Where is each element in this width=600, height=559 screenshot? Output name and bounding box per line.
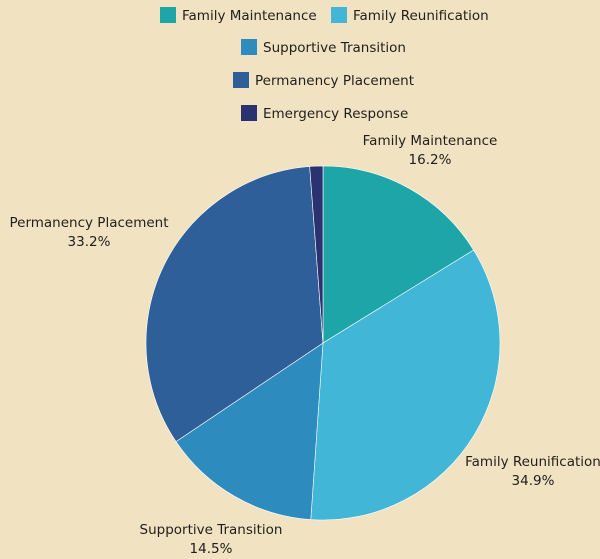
legend-item-supportive-transition: Supportive Transition [241, 39, 406, 56]
legend-swatch [241, 39, 257, 55]
legend-label: Family Maintenance [182, 8, 317, 24]
legend-item-family-reunification: Family Reunification [331, 7, 489, 24]
legend-swatch [233, 72, 249, 88]
slice-label-family-reunification: Family Reunification 34.9% [465, 454, 600, 489]
slice-label-name: Supportive Transition [140, 522, 283, 538]
slice-label-permanency-placement: Permanency Placement 33.2% [9, 215, 168, 250]
legend-swatch [160, 7, 176, 23]
slice-label-name: Family Reunification [465, 454, 600, 470]
legend-item-family-maintenance: Family Maintenance [160, 7, 317, 24]
slice-family-reunification [310, 249, 501, 521]
slice-labels: Family Maintenance 16.2% Family Reunificat… [9, 133, 600, 557]
legend-item-permanency-placement: Permanency Placement [233, 72, 414, 89]
slice-emergency-response [309, 165, 324, 344]
slice-label-value: 14.5% [190, 541, 233, 557]
slice-label-value: 34.9% [512, 473, 555, 489]
slice-permanency-placement [145, 166, 324, 442]
legend-label: Emergency Response [263, 106, 408, 122]
slice-label-name: Permanency Placement [9, 215, 168, 231]
slice-label-family-maintenance: Family Maintenance 16.2% [363, 133, 498, 168]
legend-label: Supportive Transition [263, 40, 406, 56]
legend: Family Maintenance Family Reunification Su… [160, 7, 489, 122]
legend-swatch [331, 7, 347, 23]
slice-label-name: Family Maintenance [363, 133, 498, 149]
pie-slices [145, 165, 501, 521]
slice-label-value: 33.2% [68, 234, 111, 250]
slice-label-value: 16.2% [409, 152, 452, 168]
legend-label: Permanency Placement [255, 73, 414, 89]
slice-supportive-transition [175, 342, 324, 520]
slice-label-supportive-transition: Supportive Transition 14.5% [140, 522, 283, 557]
legend-label: Family Reunification [353, 8, 489, 24]
slice-family-maintenance [322, 165, 475, 344]
legend-item-emergency-response: Emergency Response [241, 105, 408, 122]
legend-swatch [241, 105, 257, 121]
